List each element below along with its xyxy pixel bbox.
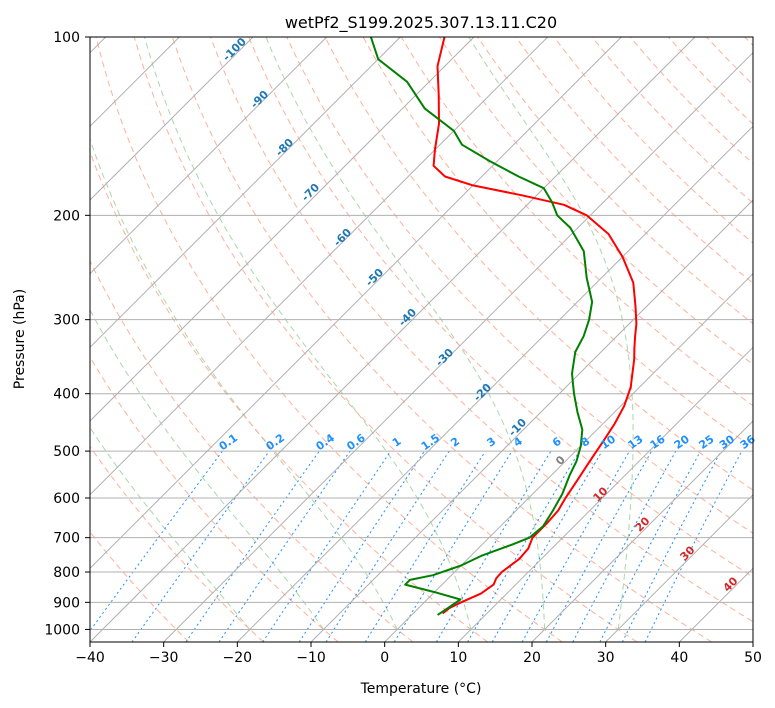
moist-adiabat <box>144 37 472 630</box>
dry-adiabat <box>90 445 264 642</box>
isotherm-line <box>531 420 753 642</box>
isotherm-line <box>384 272 753 642</box>
isotherm-line <box>236 125 753 642</box>
dry-adiabat <box>248 37 753 578</box>
moist-adiabat <box>90 426 251 630</box>
y-tick-label: 600 <box>53 491 80 507</box>
dry-adiabat <box>210 37 753 623</box>
y-axis: 100 200 300 400 500 600 700 800 900 1000 <box>44 30 90 638</box>
moist-adiabat <box>90 137 398 630</box>
y-tick-label: 300 <box>53 313 80 329</box>
dry-adiabat <box>324 37 753 491</box>
temperature-line <box>432 37 638 615</box>
isotherm-line <box>90 37 622 570</box>
x-tick-label: 30 <box>597 650 615 666</box>
x-tick-label: 20 <box>523 650 541 666</box>
isobar-gridlines <box>90 37 753 630</box>
isotherm-line <box>457 346 753 642</box>
dry-adiabat <box>95 37 563 642</box>
mixing-ratio-line <box>185 450 320 642</box>
y-tick-label: 200 <box>53 208 80 224</box>
x-tick-label: −30 <box>149 650 179 666</box>
dry-adiabat <box>171 37 712 642</box>
y-tick-label: 800 <box>53 565 80 581</box>
chart-title: wetPf2_S199.2025.307.13.11.C20 <box>285 13 557 33</box>
x-tick-label: 40 <box>670 650 688 666</box>
x-axis-title: Temperature (°C) <box>360 681 482 697</box>
isotherm-line <box>163 51 753 642</box>
moist-adiabat <box>468 37 634 630</box>
mixing-ratio-line <box>325 450 450 642</box>
x-tick-label: −10 <box>296 650 326 666</box>
isotherm-line <box>90 37 549 496</box>
profile-series <box>369 37 638 616</box>
isotherm-line <box>605 493 753 642</box>
mixing-ratio-line <box>644 450 743 642</box>
mixing-ratio-lines <box>90 450 743 642</box>
isotherm-gridlines <box>90 37 753 642</box>
dry-adiabat <box>133 37 638 642</box>
moist-adiabat <box>90 308 324 630</box>
mixing-ratio-line <box>435 450 552 642</box>
y-tick-label: 900 <box>53 595 80 611</box>
x-tick-label: 0 <box>380 650 389 666</box>
dry-adiabat <box>286 37 753 534</box>
mixing-ratio-line <box>572 450 677 642</box>
y-tick-label: 700 <box>53 531 80 547</box>
mixing-ratio-line <box>599 450 701 642</box>
y-tick-label: 500 <box>53 444 80 460</box>
isotherm-line <box>90 37 328 275</box>
y-tick-label: 100 <box>53 30 80 46</box>
mixing-ratio-line <box>621 450 722 642</box>
y-tick-label: 400 <box>53 387 80 403</box>
mixing-ratio-line <box>364 450 486 642</box>
isotherm-line <box>90 37 696 642</box>
moist-adiabat <box>265 37 546 630</box>
isotherm-line <box>310 199 753 642</box>
dry-adiabat <box>90 259 414 642</box>
moist-adiabats <box>90 37 634 630</box>
x-tick-label: −40 <box>75 650 105 666</box>
plot-frame <box>89 36 754 643</box>
x-tick-label: −20 <box>223 650 253 666</box>
mixing-ratio-line <box>298 450 425 642</box>
mixing-ratio-line <box>545 450 653 642</box>
dry-adiabat <box>515 37 753 284</box>
x-tick-label: 50 <box>744 650 762 666</box>
x-axis: −40 −30 −20 −10 0 10 20 30 40 50 <box>75 642 762 666</box>
isotherm-line <box>90 37 254 201</box>
y-axis-title: Pressure (hPa) <box>12 289 28 389</box>
dewpoint-line <box>369 37 594 616</box>
y-tick-label: 1000 <box>44 622 80 638</box>
mixing-ratio-line <box>393 450 513 642</box>
mixing-ratio-line <box>90 450 223 632</box>
mixing-ratio-line <box>521 450 630 642</box>
isotherm-line <box>90 37 475 422</box>
mixing-ratio-line <box>491 450 603 642</box>
x-tick-label: 10 <box>449 650 467 666</box>
isotherm-line <box>90 37 401 349</box>
